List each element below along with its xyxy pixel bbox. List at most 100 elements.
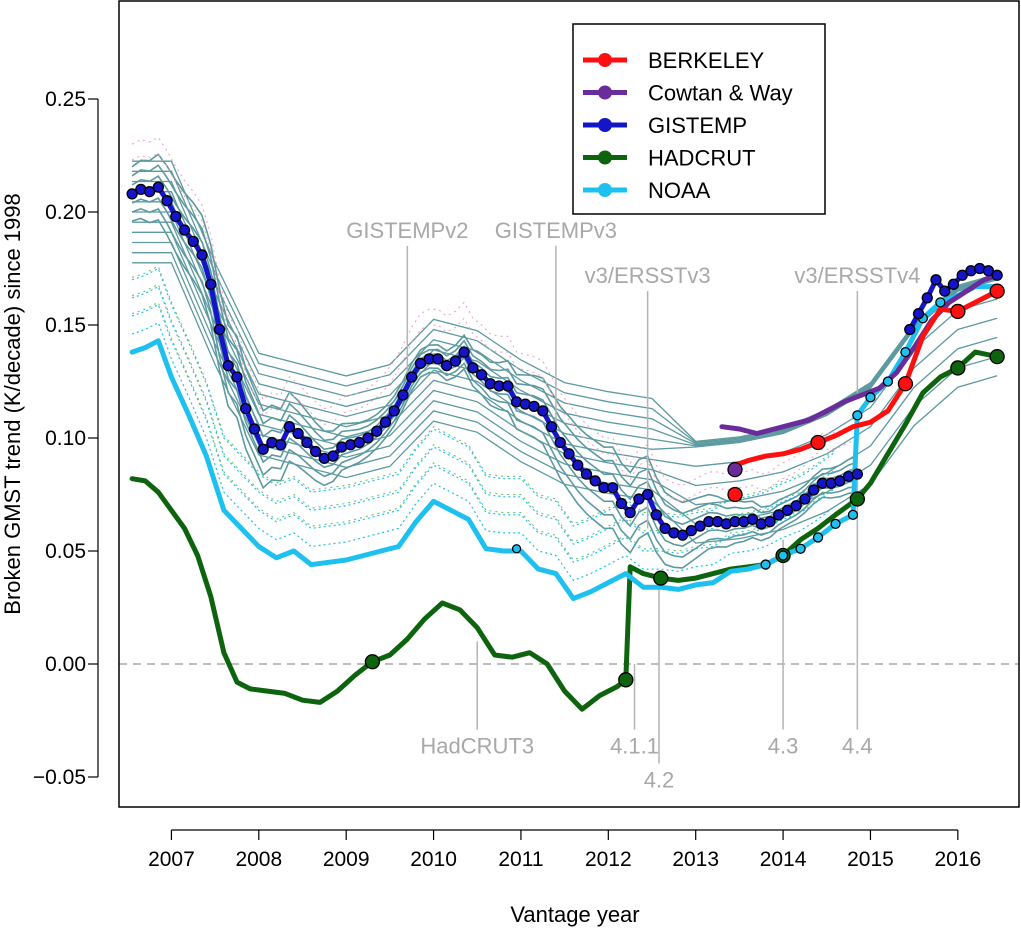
point-gistemp [633, 493, 645, 505]
ensemble-band-line [132, 170, 998, 444]
point-hadcrut [618, 672, 634, 688]
point-hadcrut [989, 348, 1005, 365]
point-gistemp [563, 448, 575, 460]
point-gistemp [379, 416, 392, 428]
point-gistemp [196, 249, 208, 261]
point-noaa [511, 544, 522, 554]
ensemble-member-line [131, 217, 858, 569]
ensemble-band [131, 136, 998, 582]
legend-marker [598, 85, 612, 100]
version-marker-label: GISTEMPv2 [346, 218, 468, 243]
point-gistemp-ersstv4- [921, 292, 933, 304]
legend-box [572, 23, 826, 215]
point-gistemp [406, 371, 418, 383]
x-tick-label: 2013 [672, 848, 719, 871]
point-gistemp-ersstv4- [956, 269, 968, 281]
y-tick-label: 0.20 [45, 201, 86, 224]
x-tick-label: 2014 [760, 848, 807, 871]
version-marker-label: v3/ERSSTv3 [585, 263, 711, 288]
point-gistemp-ersstv4- [912, 308, 925, 320]
ensemble-member-line [131, 197, 858, 547]
point-gistemp [572, 459, 584, 471]
point-noaa [795, 543, 806, 554]
noaa-ensemble-line [131, 285, 836, 545]
point-gistemp [248, 423, 261, 435]
point-gistemp [694, 520, 706, 532]
version-markers: GISTEMPv2 GISTEMPv3 v3/ERSSTv3 v3/ERSSTv4 Ha… [346, 218, 920, 793]
point-gistemp [659, 522, 671, 535]
series-line-cowtan-way [719, 272, 1000, 436]
y-tick-label: 0.10 [45, 427, 86, 450]
point-gistemp [475, 369, 488, 381]
point-hadcrut [950, 360, 966, 376]
point-berkeley [950, 303, 966, 320]
point-gistemp [537, 405, 549, 417]
point-noaa [777, 550, 789, 561]
point-noaa [865, 392, 876, 403]
point-gistemp [441, 360, 453, 372]
legend-label: Cowtan & Way [648, 81, 793, 106]
point-cowtan-way [727, 461, 743, 478]
point-noaa [935, 297, 946, 308]
point-gistemp [143, 186, 156, 198]
point-gistemp [799, 493, 811, 505]
point-gistemp [851, 468, 863, 480]
point-gistemp [808, 484, 820, 496]
point-gistemp [275, 439, 287, 451]
point-noaa [852, 410, 863, 421]
x-tick-label: 2008 [235, 848, 282, 871]
point-gistemp [152, 181, 164, 193]
point-gistemp [178, 224, 191, 236]
point-gistemp [353, 436, 365, 449]
point-gistemp [781, 504, 794, 516]
x-tick-label: 2010 [410, 848, 457, 871]
point-noaa [812, 532, 824, 543]
point-gistemp [205, 278, 217, 290]
version-marker-label: 4.3 [768, 734, 799, 759]
series-points [126, 181, 1005, 688]
ensemble-band-line [132, 160, 998, 443]
point-gistemp [371, 425, 383, 437]
point-gistemp [834, 475, 846, 487]
point-gistemp [615, 497, 628, 510]
x-tick-label: 2012 [585, 848, 632, 871]
point-gistemp-ersstv4- [947, 278, 960, 290]
point-gistemp [528, 400, 540, 413]
legend-marker [598, 53, 612, 67]
point-noaa [882, 376, 894, 387]
point-hadcrut [849, 491, 865, 507]
point-berkeley [989, 283, 1005, 299]
noaa-ensemble-line [131, 303, 836, 564]
legend-marker [598, 118, 612, 132]
legend-marker [598, 183, 612, 197]
point-gistemp [126, 188, 138, 200]
point-gistemp [301, 436, 313, 449]
ensemble-band-line [132, 180, 998, 445]
point-gistemp [773, 509, 785, 521]
point-gistemp [554, 436, 566, 449]
version-marker-label: HadCRUT3 [420, 734, 534, 759]
version-marker-label: 4.4 [842, 734, 873, 759]
point-gistemp [292, 427, 304, 440]
point-gistemp [213, 323, 226, 336]
point-gistemp [607, 482, 619, 494]
point-gistemp [685, 525, 697, 537]
point-gistemp [187, 235, 199, 248]
point-gistemp [589, 475, 601, 487]
berkeley-ensemble-line [131, 152, 858, 502]
ensemble-band-line [132, 221, 998, 467]
point-gistemp [283, 421, 296, 433]
ensemble-member-line [131, 207, 858, 558]
ensemble-member-line [131, 164, 858, 515]
point-gistemp-ersstv4- [939, 285, 951, 297]
point-gistemp [580, 468, 593, 480]
y-tick-label: 0.05 [45, 540, 86, 563]
hadcrut-ensemble-line [131, 301, 836, 561]
x-tick-label: 2011 [498, 848, 543, 871]
point-noaa [830, 518, 841, 530]
point-gistemp-ersstv4- [904, 323, 916, 336]
point-berkeley [810, 434, 826, 451]
noaa-ensemble-line [131, 321, 836, 582]
point-gistemp-ersstv4- [991, 269, 1003, 281]
